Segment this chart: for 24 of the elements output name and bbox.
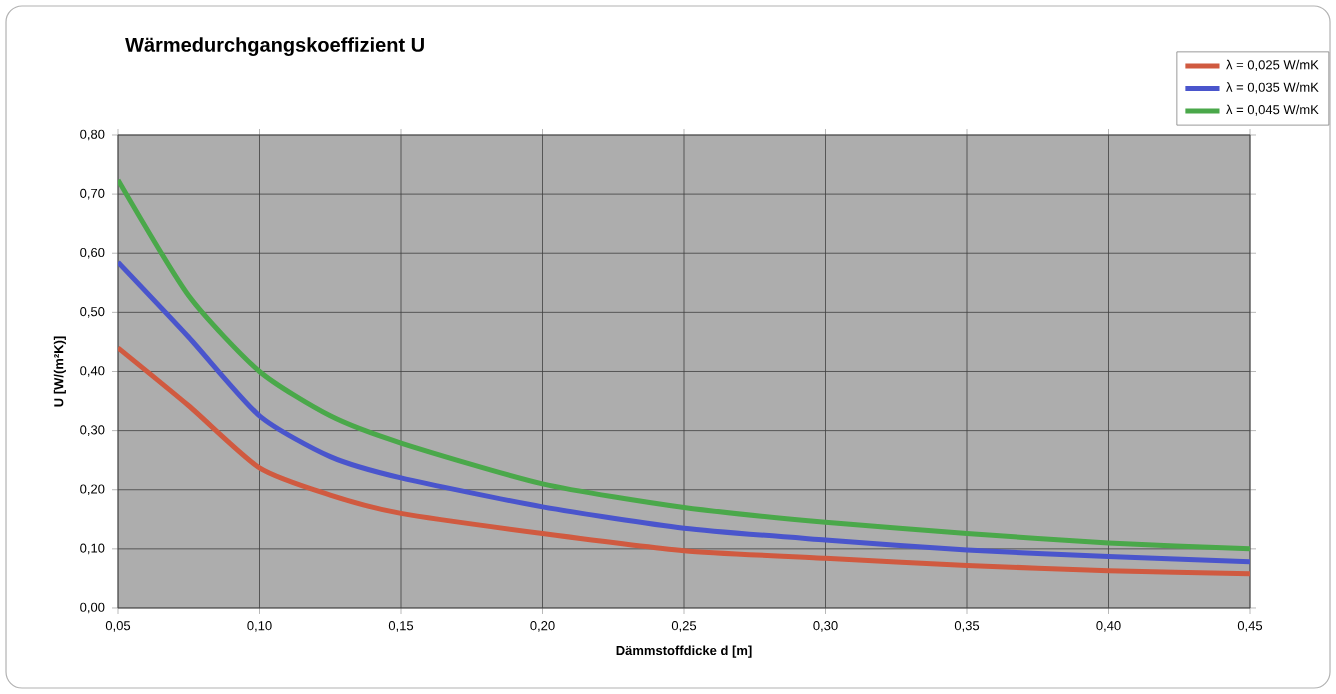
y-tick-label: 0,50 <box>80 307 105 318</box>
x-tick-label: 0,10 <box>247 621 272 632</box>
y-tick-label: 0,00 <box>80 602 105 614</box>
y-axis-title: U [W/(m²K)] <box>53 336 66 407</box>
x-tick-label: 0,25 <box>671 621 697 632</box>
x-tick-label: 0,30 <box>813 621 838 632</box>
y-tick-label: 0,70 <box>80 188 105 200</box>
y-tick-label: 0,20 <box>80 484 105 496</box>
chart-title: Wärmedurchgangskoeffizient U <box>125 37 424 56</box>
x-tick-label: 0,20 <box>530 621 555 632</box>
x-tick-label: 0,45 <box>1237 621 1263 632</box>
x-tick-label: 0,05 <box>105 621 131 632</box>
y-tick-label: 0,60 <box>80 247 105 259</box>
legend-label: λ = 0,035 W/mK <box>1226 82 1319 94</box>
y-tick-label: 0,40 <box>80 366 105 377</box>
x-tick-label: 0,35 <box>954 621 980 632</box>
y-tick-label: 0,30 <box>80 425 105 436</box>
y-tick-label: 0,80 <box>80 129 105 141</box>
x-tick-label: 0,40 <box>1096 621 1121 632</box>
y-tick-label: 0,10 <box>80 543 105 555</box>
legend-label: λ = 0,025 W/mK <box>1226 59 1319 71</box>
legend-label: λ = 0,045 W/mK <box>1226 104 1319 116</box>
x-tick-label: 0,15 <box>388 621 414 632</box>
x-axis-title: Dämmstoffdicke d [m] <box>616 645 752 658</box>
